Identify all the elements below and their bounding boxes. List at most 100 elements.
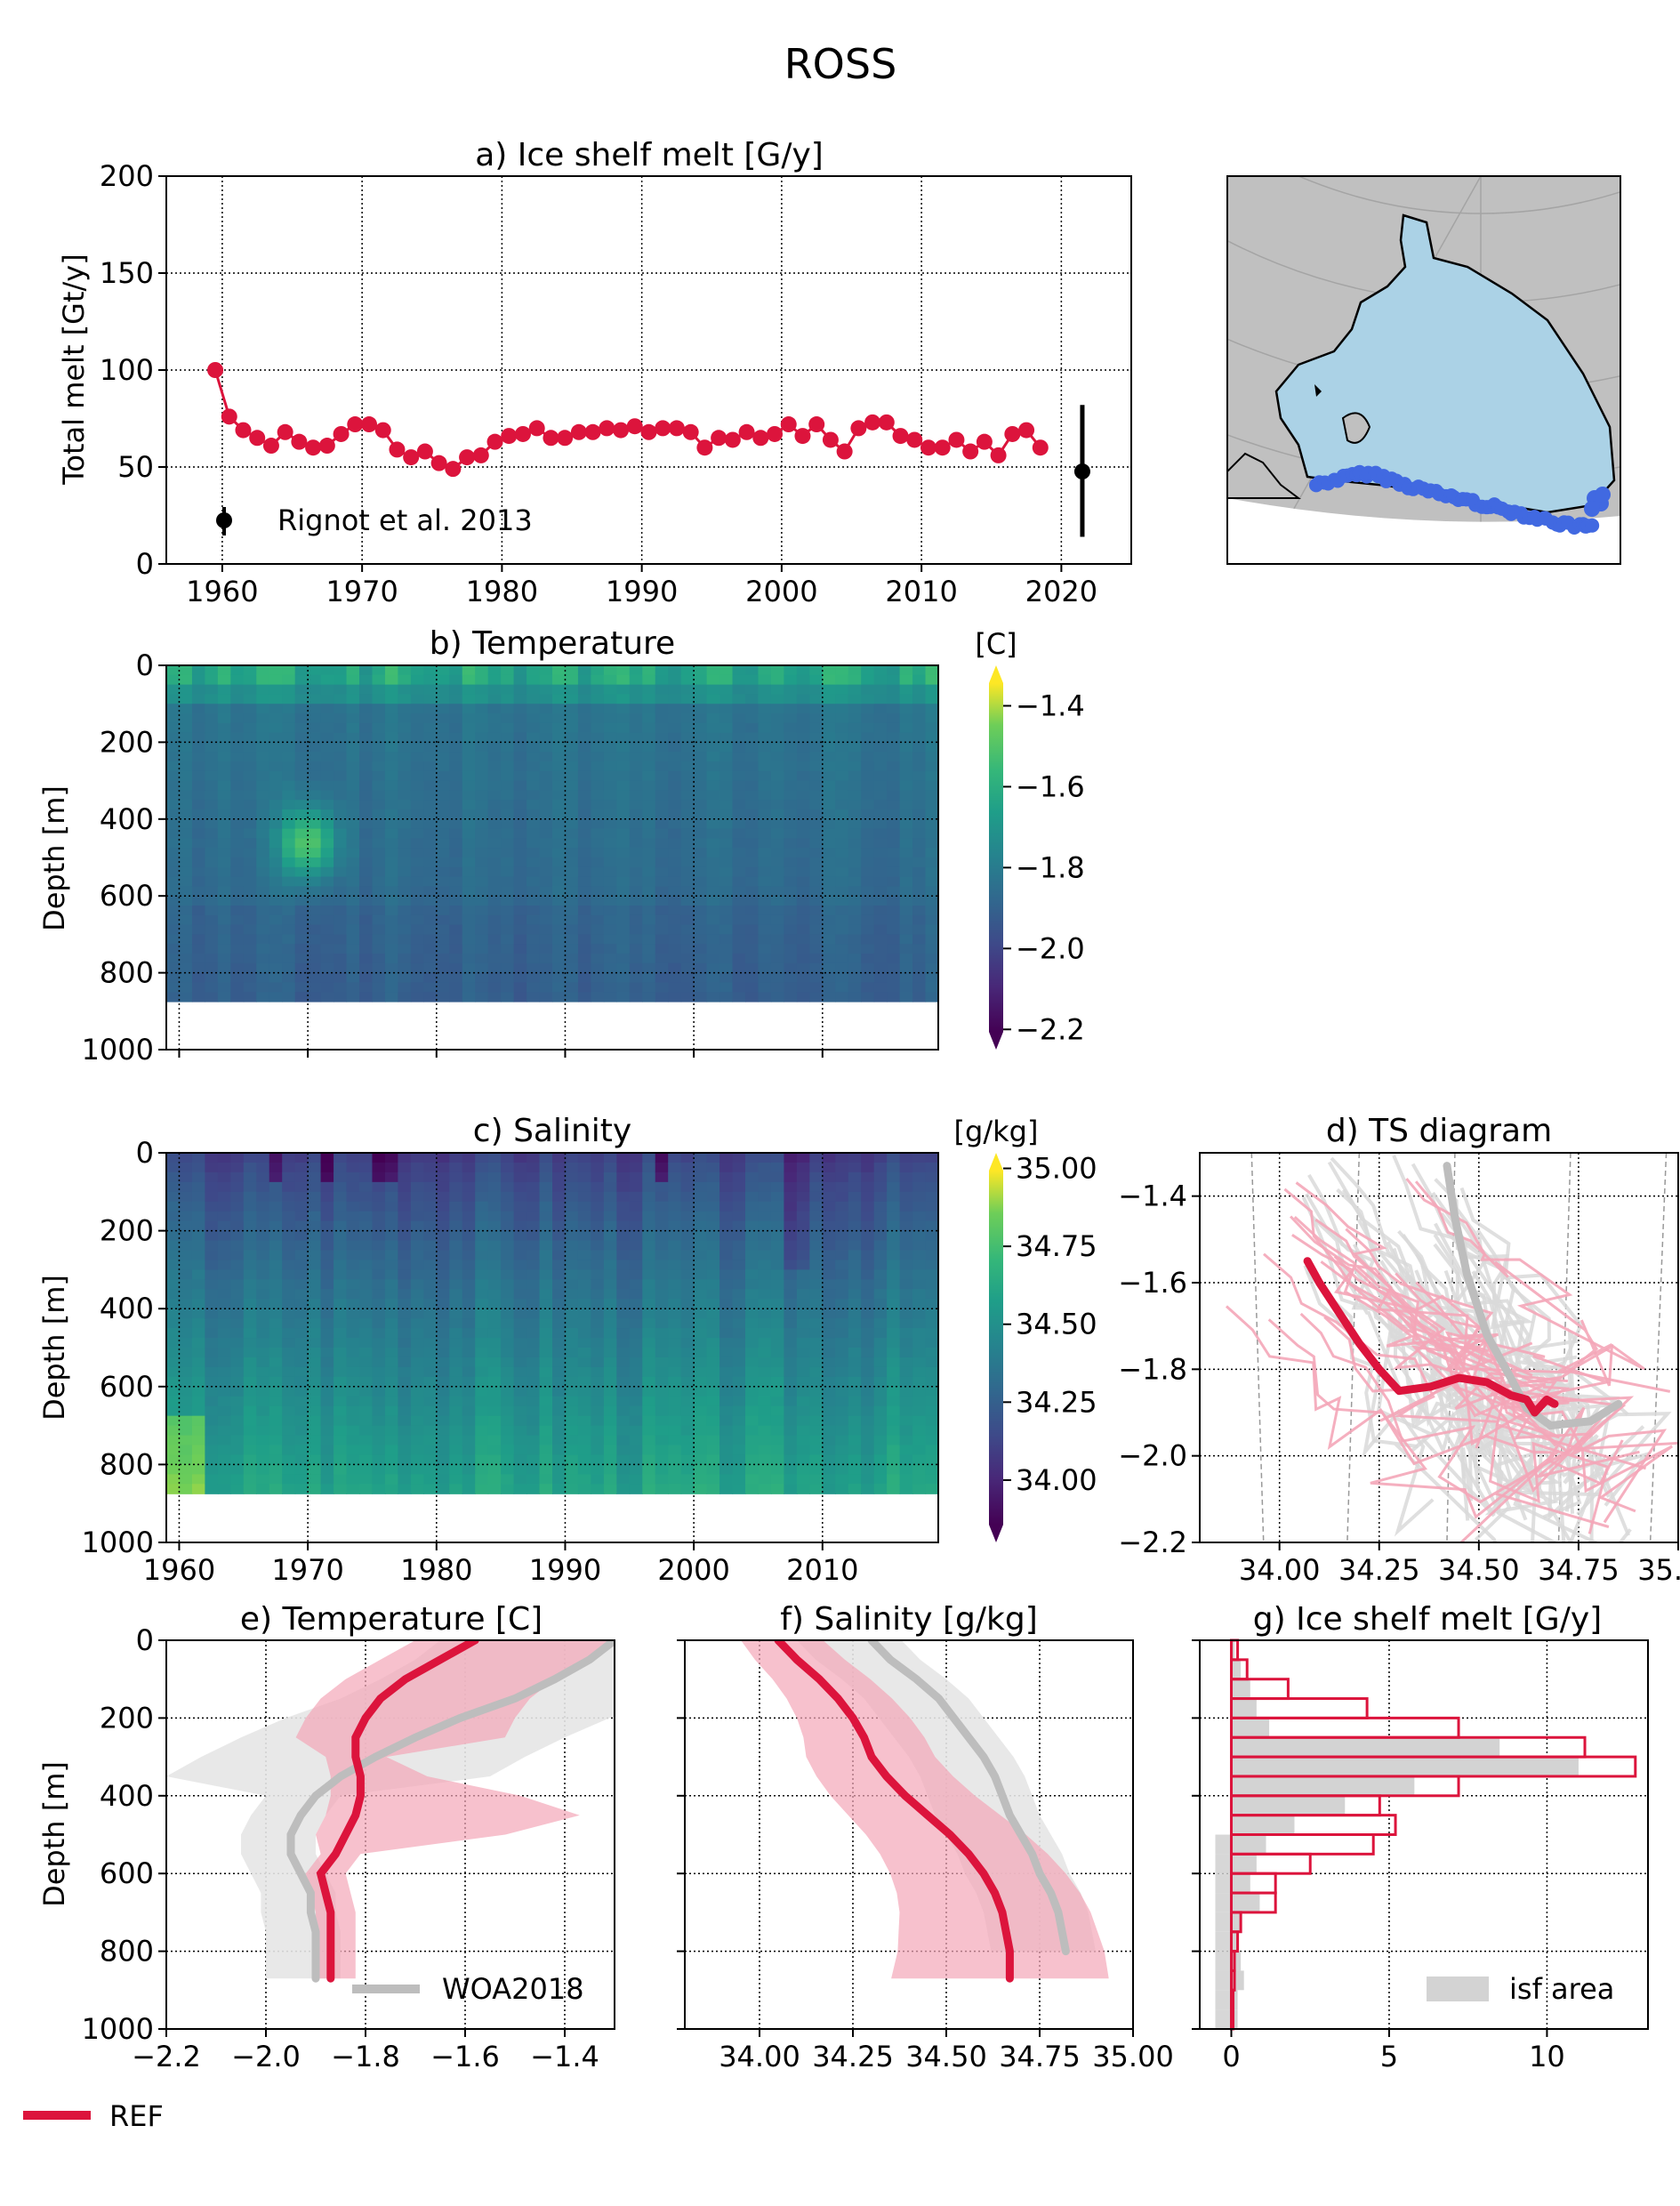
heatmap-cell [796, 1425, 810, 1437]
heatmap-cell [179, 1211, 193, 1222]
heatmap-cell [706, 1201, 720, 1212]
heatmap-cell [449, 1153, 463, 1163]
heatmap-cell [513, 1250, 527, 1261]
melt-point [948, 431, 965, 448]
heatmap-cell [861, 1445, 875, 1456]
heatmap-cell [873, 752, 888, 762]
heatmap-cell [539, 886, 553, 897]
heatmap-cell [269, 1279, 283, 1290]
heatmap-cell [230, 1201, 245, 1212]
heatmap-cell [873, 1308, 888, 1319]
heatmap-cell [591, 1211, 605, 1222]
heatmap-cell [179, 1308, 193, 1319]
heatmap-cell [732, 665, 746, 676]
heatmap-cell [899, 770, 913, 782]
heatmap-cell [217, 954, 231, 964]
heatmap-cell [887, 1260, 901, 1270]
x-tick-label: −1.4 [530, 2040, 599, 2073]
heatmap-cell [706, 752, 720, 762]
heatmap-cell [565, 752, 579, 762]
heatmap-cell [191, 1338, 205, 1349]
heatmap-cell [462, 818, 476, 830]
heatmap-cell [732, 1201, 746, 1212]
heatmap-cell [835, 934, 849, 945]
heatmap-cell [694, 1181, 708, 1193]
heatmap-cell [899, 1445, 913, 1456]
heatmap-cell [539, 1445, 553, 1456]
heatmap-cell [372, 992, 386, 1002]
heatmap-cell [282, 1250, 296, 1261]
heatmap-cell [410, 704, 424, 714]
heatmap-cell [848, 944, 862, 954]
heatmap-cell [706, 1260, 720, 1270]
heatmap-cell [372, 1191, 386, 1203]
heatmap-cell [334, 770, 348, 782]
heatmap-cell [745, 1162, 760, 1173]
heatmap-cell [346, 800, 360, 810]
heatmap-cell [577, 848, 591, 858]
heatmap-cell [372, 924, 386, 935]
heatmap-cell [166, 722, 181, 734]
heatmap-cell [449, 1260, 463, 1270]
heatmap-cell [899, 857, 913, 868]
heatmap-cell [848, 1415, 862, 1427]
heatmap-cell [527, 1211, 541, 1222]
heatmap-cell [334, 1425, 348, 1437]
melt-point [291, 433, 308, 450]
panel-d-ts-diagram: d) TS diagram 34.0034.2534.5034.7535.00−… [1118, 1113, 1680, 1587]
heatmap-cell [694, 809, 708, 820]
heatmap-cell [616, 1279, 631, 1290]
panel-a-legend: Rignot et al. 2013 [216, 503, 533, 537]
heatmap-cell [256, 914, 270, 926]
heatmap-cell [501, 1201, 515, 1212]
heatmap-cell [527, 752, 541, 762]
heatmap-cell [642, 704, 656, 714]
heatmap-cell [294, 1357, 309, 1368]
ref-ts-profile [1414, 1180, 1614, 1387]
heatmap-cell [527, 1445, 541, 1456]
heatmap-cell [745, 665, 760, 676]
heatmap-cell [745, 934, 760, 945]
heatmap-cell [912, 828, 927, 839]
heatmap-cell [539, 914, 553, 926]
heatmap-cell [912, 838, 927, 849]
heatmap-cell [642, 1396, 656, 1407]
heatmap-cell [591, 1299, 605, 1309]
heatmap-cell [398, 1376, 412, 1388]
heatmap-cell [359, 809, 374, 820]
heatmap-cell [230, 674, 245, 686]
heatmap-cell [642, 1201, 656, 1212]
heatmap-cell [527, 1250, 541, 1261]
heatmap-cell [629, 1191, 643, 1203]
heatmap-cell [796, 954, 810, 964]
heatmap-cell [513, 1153, 527, 1163]
heatmap-cell [758, 1240, 772, 1252]
heatmap-cell [655, 752, 669, 762]
heatmap-cell [655, 914, 669, 926]
heatmap-cell [745, 924, 760, 935]
heatmap-cell [191, 1445, 205, 1456]
heatmap-cell [694, 704, 708, 714]
heatmap-cell [809, 722, 824, 734]
melt-point [724, 431, 741, 448]
heatmap-cell [359, 972, 374, 983]
heatmap-cell [475, 1230, 489, 1242]
heatmap-cell [462, 1220, 476, 1232]
heatmap-cell [527, 1454, 541, 1465]
panel-b-colorbar: [C] −1.4−1.6−1.8−2.0−2.2 [975, 627, 1085, 1050]
heatmap-cell [655, 665, 669, 676]
y-tick-label: −2.2 [1118, 1526, 1187, 1559]
heatmap-cell [449, 838, 463, 849]
heatmap-cell [205, 1308, 219, 1319]
heatmap-cell [848, 1357, 862, 1368]
heatmap-cell [282, 704, 296, 714]
heatmap-cell [475, 924, 489, 935]
heatmap-cell [449, 1299, 463, 1309]
heatmap-cell [334, 1289, 348, 1300]
heatmap-cell [487, 866, 502, 878]
heatmap-cell [565, 896, 579, 906]
heatmap-cell [552, 770, 567, 782]
heatmap-cell [166, 954, 181, 964]
heatmap-cell [796, 866, 810, 878]
heatmap-cell [513, 1484, 527, 1494]
